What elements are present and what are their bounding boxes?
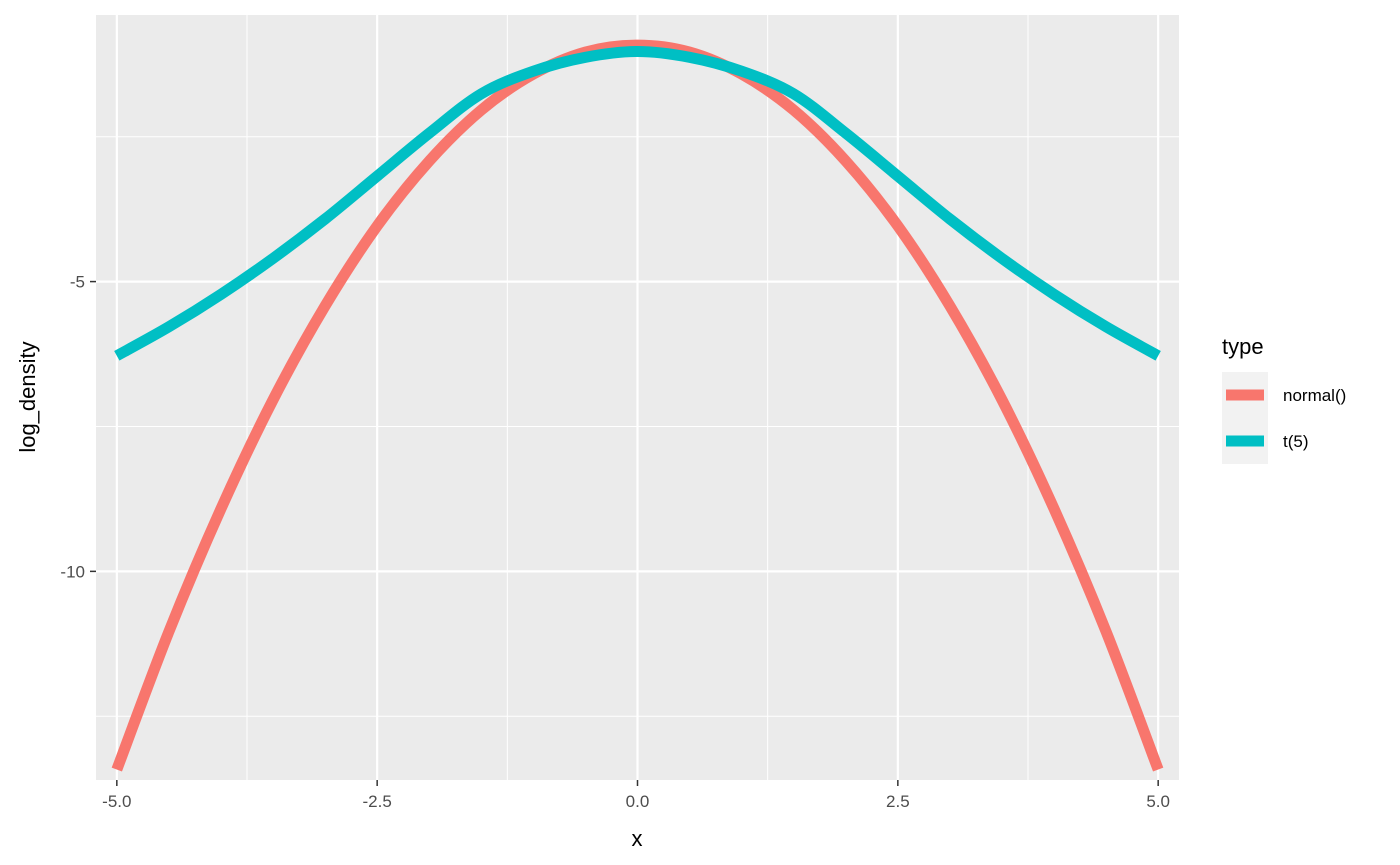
legend-label-normal: normal() (1283, 386, 1346, 405)
x-axis-title: x (632, 826, 643, 851)
y-axis: -5 -10 (60, 273, 96, 581)
series-line-t5 (114, 46, 1161, 361)
legend: type normal() t(5) (1222, 334, 1346, 464)
legend-label-t5: t(5) (1283, 432, 1309, 451)
y-tick-label: -5 (70, 273, 85, 292)
x-tick-label: 5.0 (1146, 792, 1170, 811)
x-tick-label: 2.5 (886, 792, 910, 811)
y-tick-label: -10 (60, 562, 85, 581)
x-tick-label: -5.0 (102, 792, 131, 811)
grid-major (96, 15, 1179, 780)
y-axis-title: log_density (15, 341, 40, 452)
series-layer (111, 39, 1164, 772)
legend-title: type (1222, 334, 1264, 359)
series-line-normal (111, 39, 1164, 772)
x-tick-label: 0.0 (626, 792, 650, 811)
x-tick-label: -2.5 (363, 792, 392, 811)
x-axis: -5.0 -2.5 0.0 2.5 5.0 (102, 780, 1170, 811)
